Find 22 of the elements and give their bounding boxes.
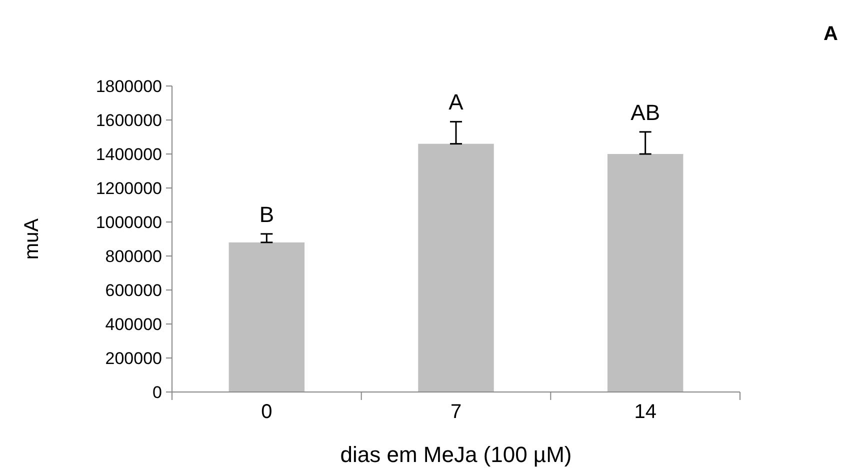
bar: [418, 144, 494, 392]
x-tick-label: 0: [261, 401, 272, 423]
y-tick-label: 0: [152, 382, 162, 402]
y-tick-label: 600000: [105, 280, 162, 300]
x-tick-label: 7: [450, 401, 462, 423]
x-axis-title: dias em MeJa (100 µM): [340, 442, 572, 467]
annotation: AB: [630, 100, 660, 125]
y-tick-label: 1800000: [96, 76, 162, 96]
y-tick-label: 1600000: [96, 110, 162, 130]
x-tick-label: 14: [634, 401, 656, 423]
y-tick-label: 400000: [105, 314, 162, 334]
y-tick-label: 200000: [105, 348, 162, 368]
y-tick-label: 1400000: [96, 144, 162, 164]
y-tick-label: 800000: [105, 246, 162, 266]
y-tick-label: 1200000: [96, 178, 162, 198]
annotation: B: [259, 202, 274, 227]
y-tick-label: 1000000: [96, 212, 162, 232]
annotation: A: [448, 90, 464, 115]
y-axis-title: muA: [21, 218, 43, 260]
bar: [607, 154, 684, 392]
bar: [228, 242, 305, 392]
text: A: [824, 23, 838, 45]
